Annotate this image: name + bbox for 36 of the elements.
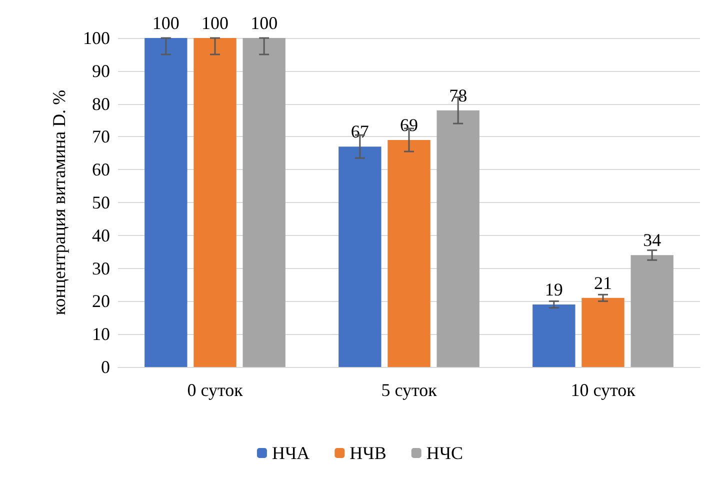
y-tick-label: 100	[83, 28, 110, 48]
legend-label: НЧВ	[350, 443, 386, 463]
y-tick-label: 60	[92, 160, 110, 180]
bar	[436, 110, 480, 367]
bar	[144, 38, 188, 367]
x-tick-label: 0 суток	[187, 380, 244, 400]
y-tick-label: 10	[92, 324, 110, 344]
data-label: 100	[202, 13, 228, 33]
y-tick-label: 80	[92, 94, 110, 114]
data-label: 67	[350, 122, 369, 142]
x-tick-label: 10 суток	[570, 380, 636, 400]
bar	[242, 38, 286, 367]
y-tick-label: 0	[101, 357, 110, 377]
bar	[194, 38, 236, 367]
y-tick-label: 70	[92, 126, 110, 147]
y-tick-label: 20	[92, 291, 110, 312]
data-label: 69	[400, 114, 418, 135]
y-axis-title: концентрация витамина D. %	[49, 90, 69, 316]
y-tick-label: 30	[92, 258, 110, 278]
data-label: 19	[544, 279, 563, 300]
legend-label: НЧС	[426, 443, 464, 463]
data-label: 100	[250, 13, 278, 33]
bar	[338, 146, 382, 367]
bar	[532, 304, 576, 367]
y-tick-label: 40	[92, 225, 110, 246]
data-label: 21	[594, 272, 612, 293]
bar	[582, 298, 624, 367]
y-tick-label: 90	[92, 60, 110, 81]
data-label: 100	[152, 13, 180, 33]
bar	[630, 255, 674, 367]
data-label: 34	[643, 230, 662, 250]
bar	[388, 140, 430, 367]
x-tick-label: 5 суток	[381, 380, 438, 400]
y-tick-label: 50	[92, 192, 110, 212]
data-label: 78	[449, 85, 468, 106]
legend-label: НЧА	[272, 443, 310, 463]
